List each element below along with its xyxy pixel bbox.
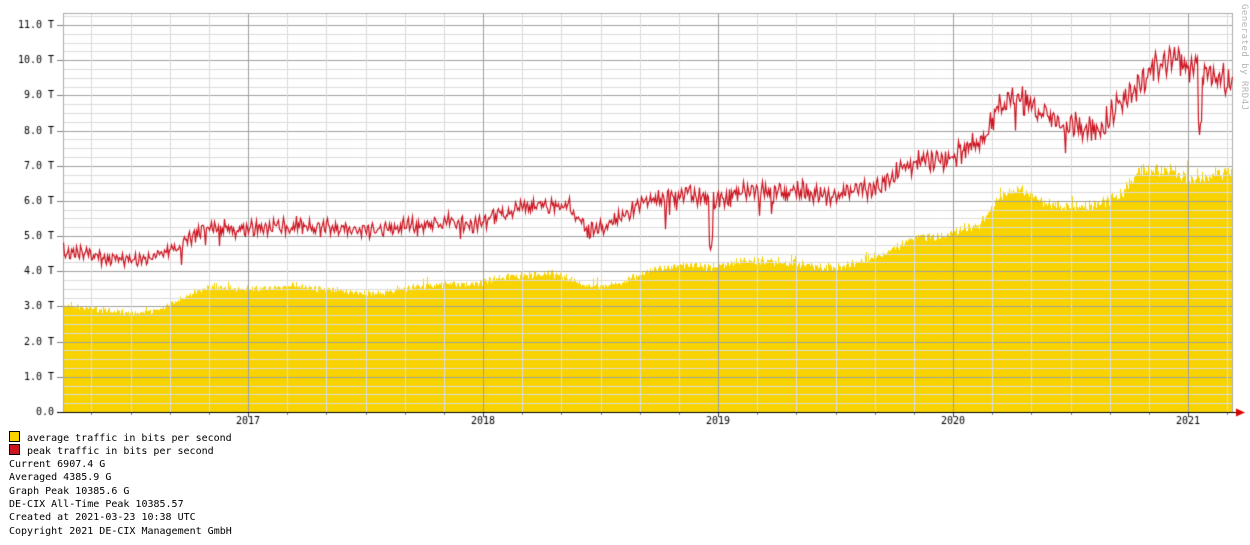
legend: average traffic in bits per second peak … [9, 431, 232, 458]
legend-item-average: average traffic in bits per second [9, 431, 232, 444]
stat-copyright: Copyright 2021 DE-CIX Management GmbH [9, 525, 232, 537]
generated-by-credit: Generated by RRD4J [1239, 4, 1249, 111]
stat-created-at: Created at 2021-03-23 10:38 UTC [9, 512, 196, 524]
stats-block: Current 6907.4 G Averaged 4385.9 G Graph… [9, 458, 232, 538]
legend-item-peak: peak traffic in bits per second [9, 444, 232, 457]
legend-label-average: average traffic in bits per second [27, 433, 232, 444]
stat-current: Current 6907.4 G [9, 458, 106, 470]
traffic-chart [0, 0, 1250, 432]
stat-alltime-peak: DE-CIX All-Time Peak 10385.57 [9, 498, 184, 510]
stat-averaged: Averaged 4385.9 G [9, 472, 112, 484]
stat-graph-peak: Graph Peak 10385.6 G [9, 485, 130, 497]
legend-label-peak: peak traffic in bits per second [27, 446, 214, 458]
chart-footer: average traffic in bits per second peak … [9, 431, 232, 538]
peak-color-swatch-icon [9, 444, 20, 456]
average-color-swatch-icon [9, 431, 20, 442]
